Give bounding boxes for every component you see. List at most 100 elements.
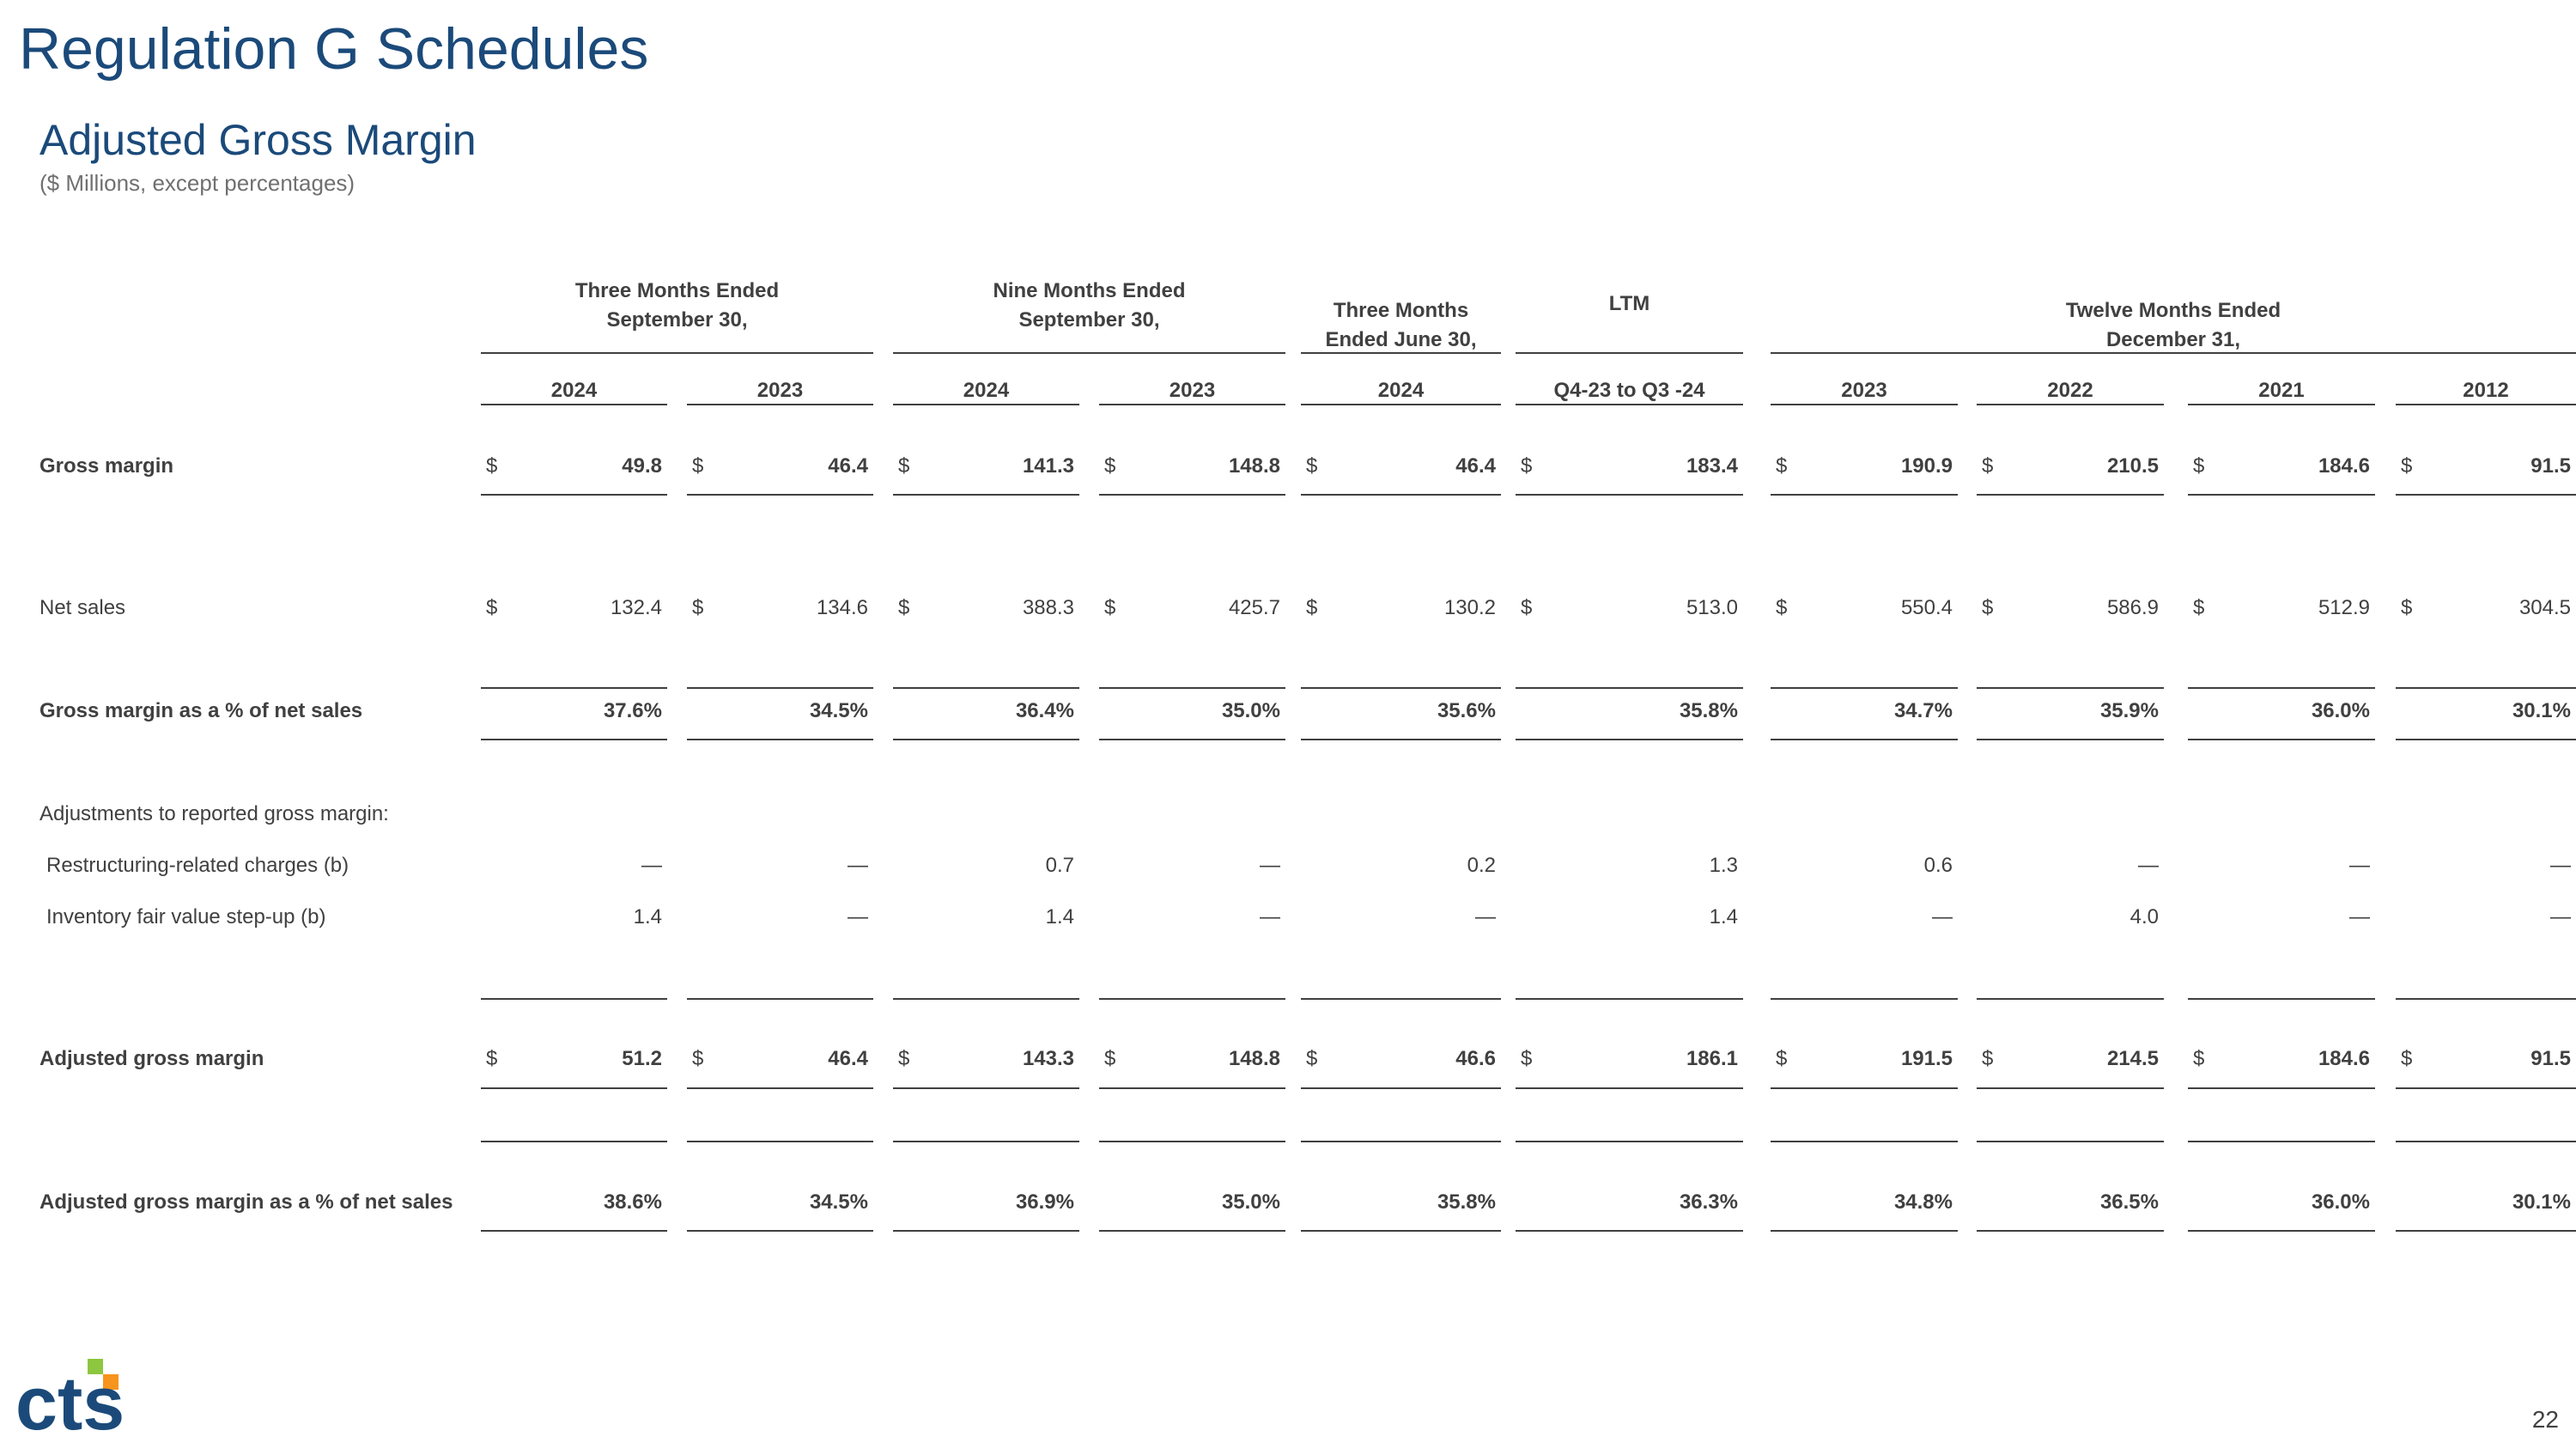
table-cell: — [2349, 854, 2370, 877]
table-cell: 183.4 [1686, 454, 1738, 478]
cell-top-rule [2188, 687, 2375, 689]
table-cell: 425.7 [1228, 596, 1280, 619]
table-cell: 36.0% [2311, 1190, 2370, 1214]
group-header: Twelve Months Ended December 31, [1771, 296, 2576, 355]
currency-symbol: $ [2193, 596, 2205, 619]
group-header-line: December 31, [2105, 328, 2241, 351]
table-cell: 550.4 [1900, 596, 1953, 619]
table-cell: — [1475, 905, 1496, 928]
column-header: 2023 [1169, 379, 1216, 402]
table-cell: 1.4 [633, 905, 662, 928]
group-header: Three Months Ended June 30, [1301, 296, 1501, 355]
table-cell: 143.3 [1022, 1047, 1074, 1070]
table-cell: — [848, 854, 868, 877]
currency-symbol: $ [898, 1047, 910, 1070]
cell-top-rule [1301, 687, 1501, 689]
cell-bottom-rule [1516, 1087, 1743, 1089]
cell-bottom-rule [1771, 1087, 1958, 1089]
table-cell: 34.7% [1893, 699, 1953, 722]
cell-top-rule [1099, 998, 1285, 1000]
cell-top-rule [481, 998, 667, 1000]
table-cell: 190.9 [1900, 454, 1953, 478]
cell-bottom-rule [1099, 1230, 1285, 1232]
column-header-rule [893, 404, 1079, 405]
currency-symbol: $ [1306, 1047, 1318, 1070]
table-cell: 35.9% [2099, 699, 2159, 722]
table-cell: 513.0 [1686, 596, 1738, 619]
cell-bottom-rule [1516, 494, 1743, 496]
group-header-rule [1771, 352, 2576, 354]
table-cell: 184.6 [2318, 1047, 2370, 1070]
cell-bottom-rule [687, 1087, 873, 1089]
column-header-rule [2188, 404, 2375, 405]
cell-bottom-rule [1771, 739, 1958, 740]
cell-bottom-rule [2396, 1087, 2576, 1089]
cell-top-rule [1301, 998, 1501, 1000]
table-cell: 91.5 [2530, 454, 2571, 478]
cell-top-rule [481, 687, 667, 689]
cell-top-rule [481, 1141, 667, 1142]
group-header-line: September 30, [1018, 308, 1160, 332]
currency-symbol: $ [2193, 454, 2205, 478]
column-header-rule [1301, 404, 1501, 405]
currency-symbol: $ [1521, 596, 1533, 619]
cell-bottom-rule [1771, 1230, 1958, 1232]
table-cell: — [1260, 854, 1280, 877]
cell-top-rule [1977, 687, 2164, 689]
table-cell: 36.9% [1015, 1190, 1074, 1214]
table-cell: 210.5 [2106, 454, 2159, 478]
table-cell: 4.0 [2129, 905, 2159, 928]
table-cell: 38.6% [603, 1190, 662, 1214]
cell-top-rule [687, 1141, 873, 1142]
cell-bottom-rule [687, 1230, 873, 1232]
table-cell: 35.6% [1437, 699, 1496, 722]
column-header: 2023 [1841, 379, 1887, 402]
group-header-line: Nine Months Ended [993, 279, 1186, 302]
cell-bottom-rule [2188, 739, 2375, 740]
table-cell: — [2138, 854, 2159, 877]
table-cell: 91.5 [2530, 1047, 2571, 1070]
currency-symbol: $ [1982, 454, 1994, 478]
cell-top-rule [1977, 1141, 2164, 1142]
currency-symbol: $ [692, 454, 704, 478]
currency-symbol: $ [1104, 596, 1116, 619]
column-header-rule [1977, 404, 2164, 405]
cell-top-rule [1099, 687, 1285, 689]
group-header: LTM [1516, 289, 1743, 319]
cell-top-rule [2396, 687, 2576, 689]
table-cell: 0.2 [1467, 854, 1496, 877]
table-cell: — [2550, 854, 2571, 877]
table-cell: 184.6 [2318, 454, 2370, 478]
row-label: Inventory fair value step-up (b) [46, 905, 326, 928]
cell-bottom-rule [1977, 739, 2164, 740]
table-cell: 46.4 [1455, 454, 1496, 478]
cell-top-rule [1099, 1141, 1285, 1142]
group-header-line: Three Months [1333, 299, 1469, 322]
currency-symbol: $ [1982, 596, 1994, 619]
cell-bottom-rule [1977, 1087, 2164, 1089]
currency-symbol: $ [1521, 1047, 1533, 1070]
cell-bottom-rule [481, 1087, 667, 1089]
column-header-rule [687, 404, 873, 405]
cell-top-rule [1516, 998, 1743, 1000]
page-title: Regulation G Schedules [19, 16, 649, 82]
currency-symbol: $ [1521, 454, 1533, 478]
cell-top-rule [893, 1141, 1079, 1142]
column-header-rule [1099, 404, 1285, 405]
cell-top-rule [1771, 687, 1958, 689]
cell-bottom-rule [1516, 739, 1743, 740]
group-header-rule [893, 352, 1285, 354]
row-label: Gross margin [39, 454, 174, 478]
table-cell: 586.9 [2106, 596, 2159, 619]
column-header-rule [2396, 404, 2576, 405]
cell-top-rule [893, 998, 1079, 1000]
group-header-line: Three Months Ended [574, 279, 780, 302]
cell-bottom-rule [2396, 739, 2576, 740]
currency-symbol: $ [692, 596, 704, 619]
row-label: Adjustments to reported gross margin: [39, 802, 389, 825]
table-cell: — [848, 905, 868, 928]
row-label: Restructuring-related charges (b) [46, 854, 349, 877]
cell-top-rule [2188, 998, 2375, 1000]
table-cell: 148.8 [1228, 1047, 1280, 1070]
currency-symbol: $ [486, 454, 498, 478]
